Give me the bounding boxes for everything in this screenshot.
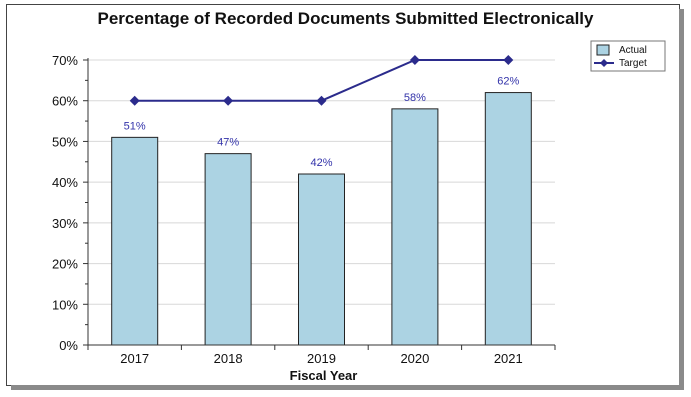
x-tick-label: 2017 [120,351,149,366]
target-point [409,55,420,65]
bar [204,153,252,346]
data-label: 42% [310,157,332,169]
bar [391,108,439,346]
data-label: 51% [124,120,146,132]
y-tick-label: 60% [52,94,78,109]
x-tick-label: 2019 [307,351,336,366]
legend-swatch-actual [596,44,610,56]
frame-shadow-bottom [11,385,684,390]
data-label: 58% [404,92,426,104]
frame-shadow-right [679,9,684,390]
data-label: 62% [497,76,519,88]
target-point [129,95,140,106]
legend-marker-target [600,59,608,67]
y-tick-label: 70% [52,53,78,68]
y-tick-label: 40% [52,175,78,190]
target-point [503,55,514,65]
x-tick-label: 2020 [400,351,429,366]
legend-label-target: Target [619,58,647,69]
target-point [316,95,327,106]
bar [484,92,532,346]
target-line [134,59,509,102]
y-tick-label: 10% [52,297,78,312]
legend-label-actual: Actual [619,45,647,56]
x-tick-label: 2018 [214,351,243,366]
y-tick-label: 50% [52,134,78,149]
x-axis-title: Fiscal Year [290,368,358,383]
y-tick-label: 20% [52,257,78,272]
x-tick-label: 2021 [494,351,523,366]
target-point [223,95,234,106]
y-tick-label: 30% [52,216,78,231]
bar [111,136,159,346]
chart-title: Percentage of Recorded Documents Submitt… [97,9,594,28]
data-label: 47% [217,137,239,149]
bar [298,173,345,346]
y-tick-label: 0% [59,338,78,353]
